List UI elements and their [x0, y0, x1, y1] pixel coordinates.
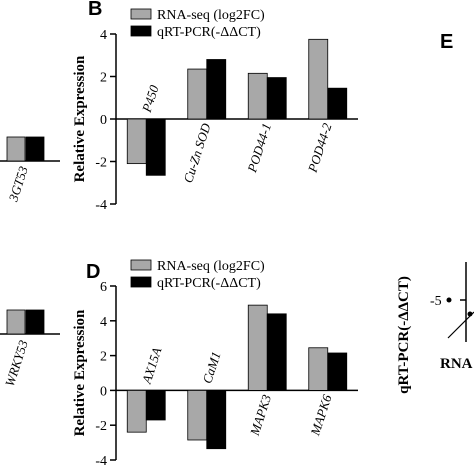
bar	[206, 389, 227, 450]
panel-d: D RNA-seq (log2FC) qRT-PCR(-ΔΔCT) -4 -2 0 2 4…	[72, 259, 358, 469]
category-label: 3GT53	[5, 164, 31, 204]
bar	[266, 313, 287, 391]
panel-e: E qRT-PCR(-ΔΔCT) -5 RNA	[396, 31, 474, 394]
panel-e-xlabel: RNA	[440, 356, 473, 372]
bar	[187, 389, 208, 441]
legend-swatch	[130, 8, 152, 20]
y-axis-label: Relative Expression	[72, 309, 88, 436]
legend-label: qRT-PCR(-ΔΔCT)	[157, 25, 261, 40]
category-label: P450	[139, 83, 162, 115]
y-tick-label: 2	[100, 71, 107, 86]
category-label: CaM1	[199, 350, 223, 386]
legend-swatch	[130, 25, 152, 37]
panel-e-fit-line	[447, 311, 474, 339]
bar	[25, 309, 45, 335]
panel-b: B RNA-seq (log2FC) qRT-PCR(-ΔΔCT) -4 -2 0 2 4…	[72, 0, 358, 213]
bar	[126, 389, 147, 433]
legend-swatch	[130, 259, 152, 271]
y-tick-label: 6	[100, 280, 107, 295]
category-label: AX15A	[139, 346, 165, 387]
panel-b-legend: RNA-seq (log2FC) qRT-PCR(-ΔΔCT)	[130, 8, 265, 40]
bar	[145, 389, 166, 421]
y-tick-label: 0	[100, 113, 107, 128]
legend-swatch	[130, 276, 152, 288]
bar	[266, 77, 287, 120]
panel-d-plot: -4 -2 0 2 4 6 Relative Expression AX15A CaM1 MAPK…	[72, 280, 358, 469]
y-tick-label: -4	[95, 454, 107, 469]
bar	[247, 72, 268, 120]
bar	[206, 59, 227, 120]
panel-b-plot: -4 -2 0 2 4 Relative Expression P450 Cu-Zn SOD P…	[72, 28, 358, 213]
bar	[187, 68, 208, 120]
bar	[308, 347, 329, 391]
y-tick-label: 2	[100, 350, 107, 365]
y-tick-label: -2	[95, 419, 107, 434]
partial-panel-c: WRKY53	[0, 309, 60, 388]
panel-letter-d: D	[86, 261, 100, 283]
panel-letter-b: B	[88, 0, 102, 20]
legend-label: RNA-seq (log2FC)	[157, 8, 265, 23]
category-label: POD44-2	[304, 121, 334, 175]
bar	[6, 309, 26, 335]
category-label: Cu-Zn SOD	[180, 121, 214, 185]
bar	[6, 136, 26, 162]
bar	[145, 118, 166, 176]
bar	[327, 87, 348, 120]
bar	[308, 38, 329, 120]
y-tick-label: 4	[100, 315, 107, 330]
partial-panel-a: 3GT53	[0, 136, 60, 204]
panel-e-point	[446, 297, 452, 303]
y-tick-label: -4	[95, 198, 107, 213]
panel-e-tick-label: -5	[430, 294, 442, 309]
category-label: MAPK6	[307, 392, 335, 438]
panel-letter-e: E	[440, 31, 453, 53]
category-label: MAPK3	[247, 392, 275, 438]
y-tick-label: 0	[100, 384, 107, 399]
bar	[247, 304, 268, 391]
y-tick-label: 4	[100, 28, 107, 43]
panel-d-legend: RNA-seq (log2FC) qRT-PCR(-ΔΔCT)	[130, 259, 265, 291]
category-label: WRKY53	[2, 338, 31, 388]
panel-e-ylabel: qRT-PCR(-ΔΔCT)	[396, 276, 412, 394]
legend-label: RNA-seq (log2FC)	[157, 259, 265, 274]
bar	[327, 352, 348, 391]
bar	[126, 118, 147, 165]
category-label: POD44-1	[244, 121, 274, 175]
bar	[25, 136, 45, 162]
y-axis-label: Relative Expression	[72, 55, 88, 182]
y-tick-label: -2	[95, 156, 107, 171]
legend-label: qRT-PCR(-ΔΔCT)	[157, 276, 261, 291]
